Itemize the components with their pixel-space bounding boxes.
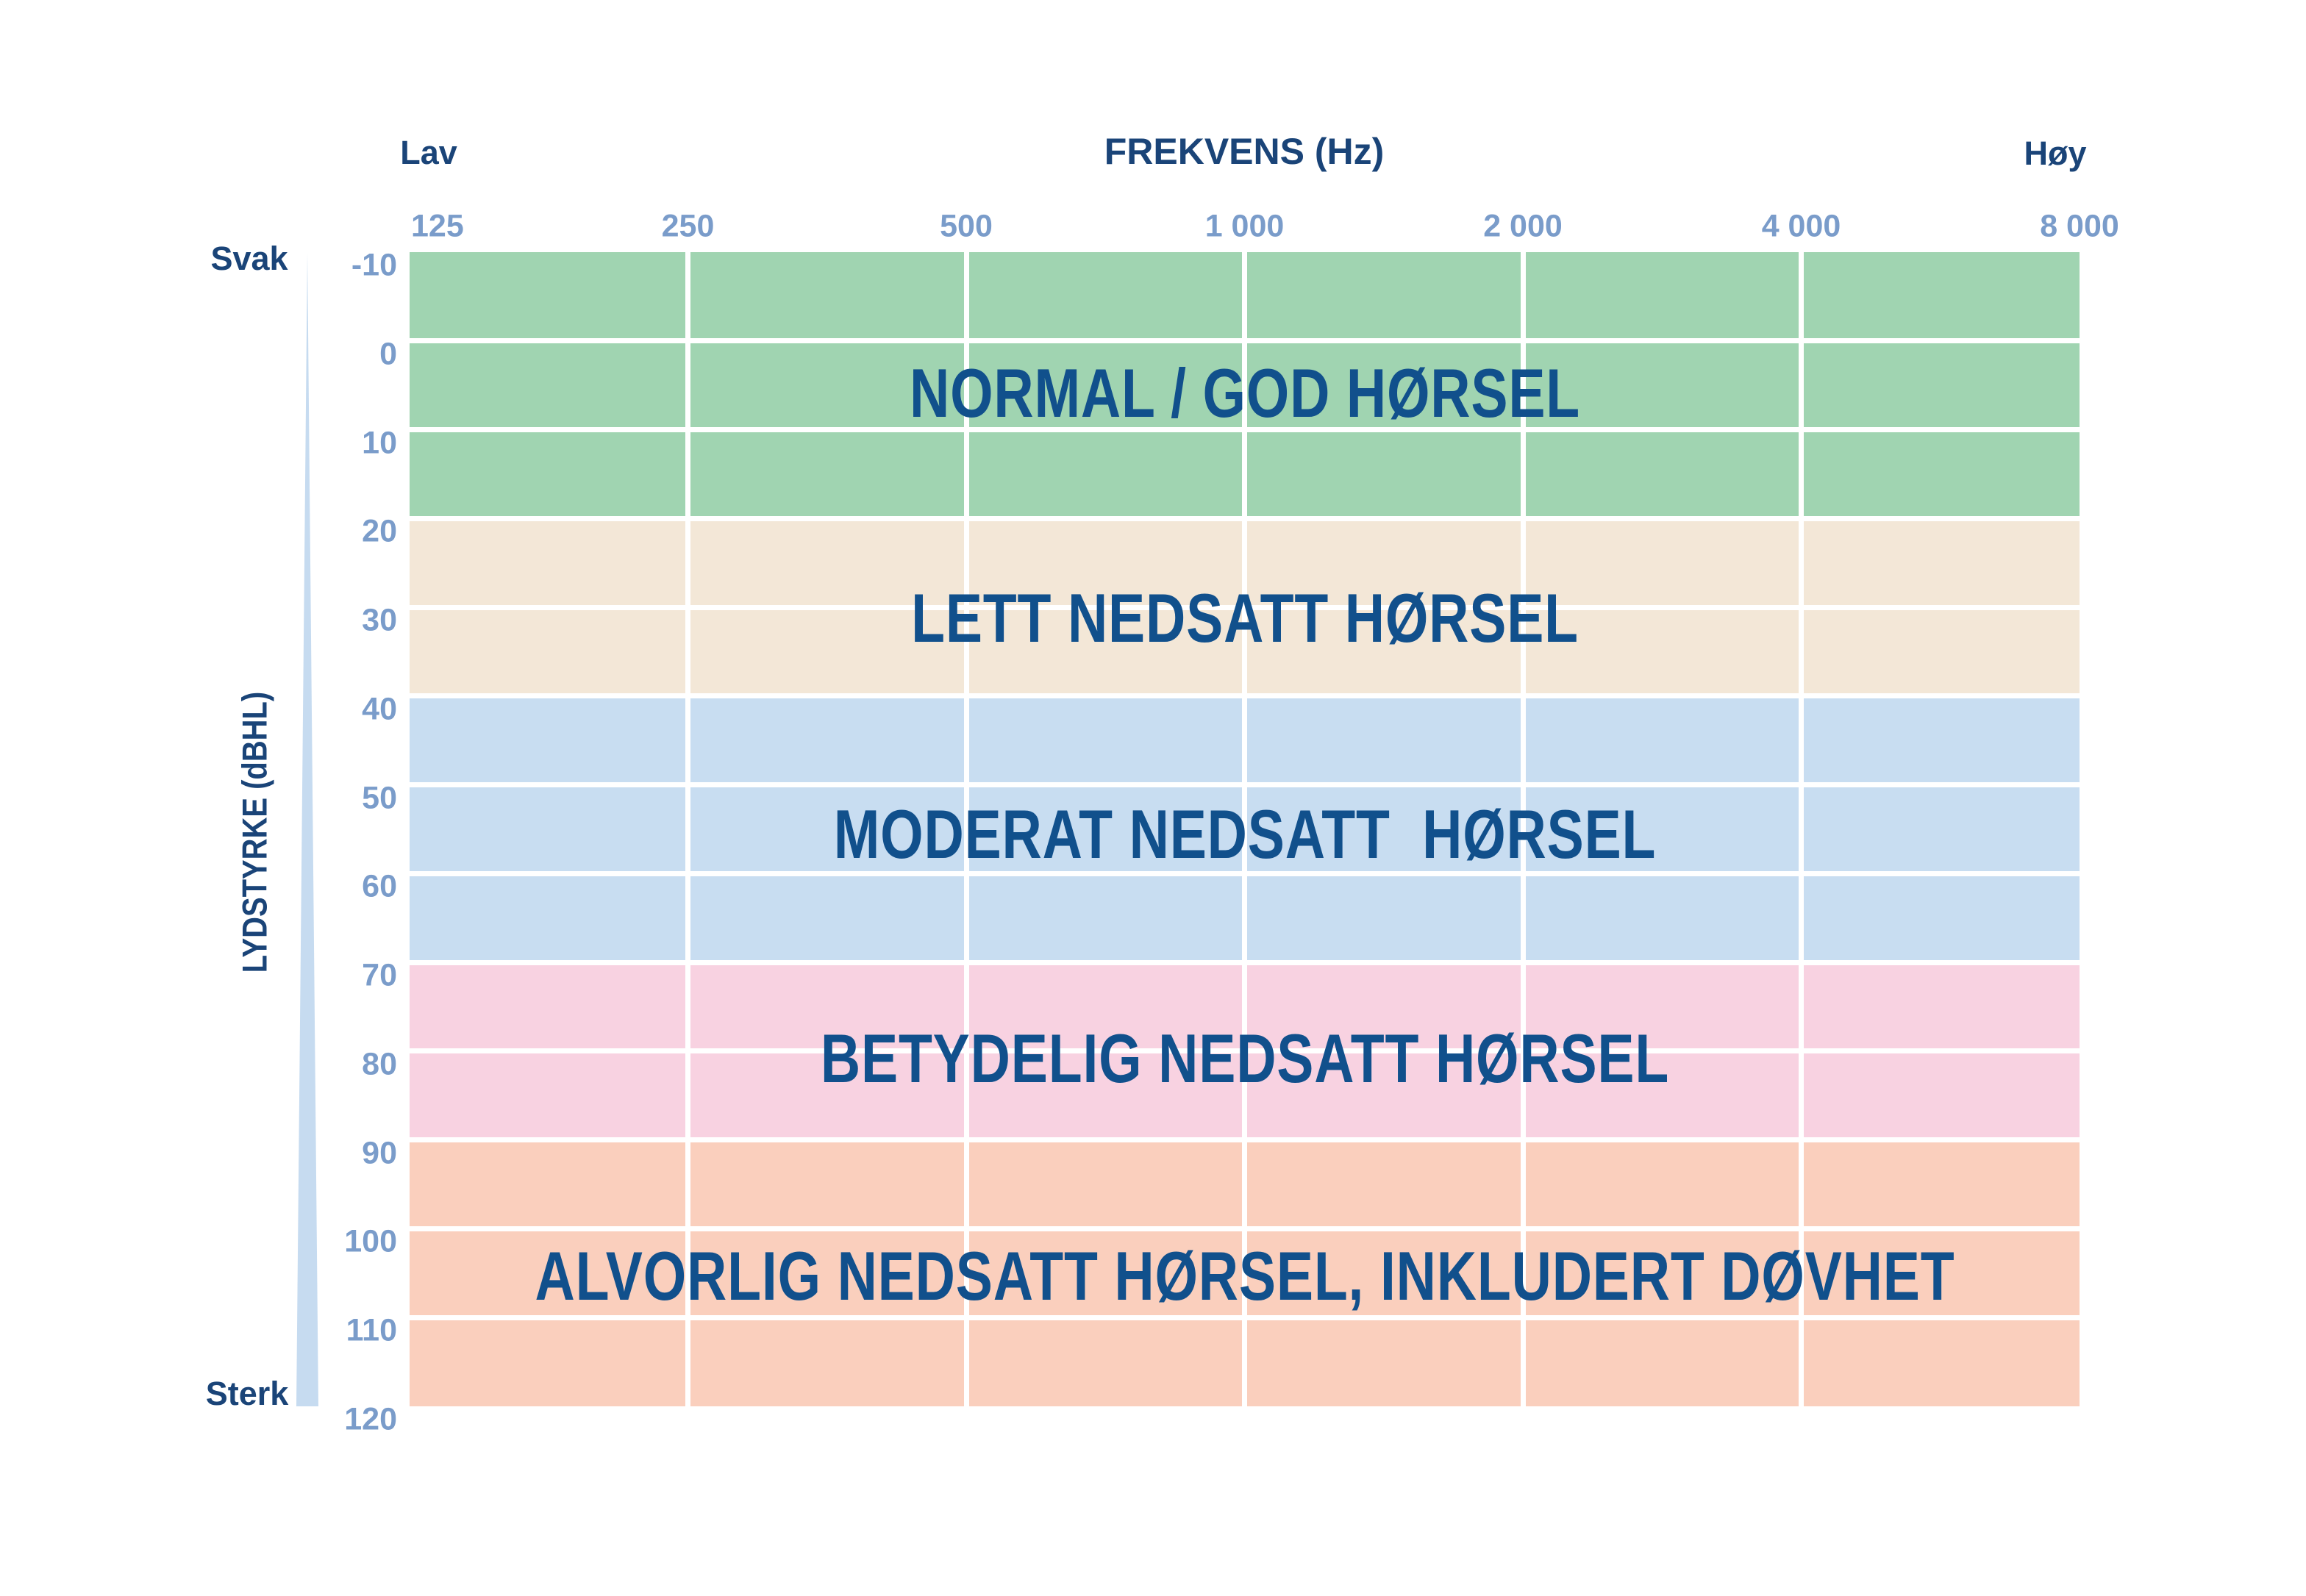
y-tick-0: 0 bbox=[379, 336, 397, 372]
severity-band-label-1: NORMAL / GOD HØRSEL bbox=[909, 354, 1580, 432]
y-tick-70: 70 bbox=[362, 957, 397, 993]
grid-hline bbox=[410, 1048, 2080, 1054]
y-tick-100: 100 bbox=[344, 1223, 397, 1259]
y-axis-title: LYDSTYRKE (dBHL) bbox=[235, 691, 274, 973]
x-tick-1000: 1 000 bbox=[1204, 208, 1285, 244]
grid-hline bbox=[410, 693, 2080, 699]
grid-hline bbox=[410, 604, 2080, 610]
severity-band-label-2: LETT NEDSATT HØRSEL bbox=[910, 579, 1579, 656]
x-tick-125: 125 bbox=[411, 208, 464, 244]
grid-vline bbox=[1242, 252, 1247, 1406]
y-tick-40: 40 bbox=[362, 691, 397, 727]
x-axis-title: FREKVENS (Hz) bbox=[1104, 131, 1385, 172]
severity-band-label-4: BETYDELIG NEDSATT HØRSEL bbox=[820, 1020, 1669, 1097]
grid-hline bbox=[410, 1137, 2080, 1143]
grid-vline bbox=[1799, 252, 1804, 1406]
x-axis-low-label: Lav bbox=[400, 134, 457, 171]
x-tick-250: 250 bbox=[661, 208, 715, 244]
y-tick-120: 120 bbox=[344, 1401, 397, 1437]
grid-hline bbox=[410, 782, 2080, 788]
grid-hline bbox=[410, 427, 2080, 433]
grid-hline bbox=[410, 959, 2080, 965]
y-tick-30: 30 bbox=[362, 602, 397, 638]
y-tick--10: -10 bbox=[351, 247, 397, 283]
x-tick-500: 500 bbox=[940, 208, 993, 244]
grid-vline bbox=[1520, 252, 1526, 1406]
severity-band-label-3: MODERAT NEDSATT HØRSEL bbox=[833, 795, 1656, 873]
y-tick-90: 90 bbox=[362, 1135, 397, 1171]
y-tick-10: 10 bbox=[362, 425, 397, 461]
grid-hline bbox=[410, 338, 2080, 344]
x-tick-2000: 2 000 bbox=[1483, 208, 1563, 244]
y-axis-loud-label: Sterk bbox=[205, 1375, 289, 1412]
y-tick-110: 110 bbox=[346, 1312, 397, 1348]
grid-hline bbox=[410, 1314, 2080, 1320]
y-axis-soft-label: Svak bbox=[210, 240, 288, 277]
loudness-wedge-icon bbox=[296, 252, 318, 1406]
y-tick-80: 80 bbox=[362, 1046, 397, 1082]
x-tick-4000: 4 000 bbox=[1761, 208, 1841, 244]
grid-vline bbox=[963, 252, 969, 1406]
grid-hline bbox=[410, 515, 2080, 521]
grid-hline bbox=[410, 1225, 2080, 1231]
severity-band-label-5: ALVORLIG NEDSATT HØRSEL, INKLUDERT DØVHE… bbox=[535, 1237, 1955, 1314]
grid-vline bbox=[685, 252, 690, 1406]
x-axis-high-label: Høy bbox=[2024, 135, 2087, 172]
y-tick-50: 50 bbox=[362, 780, 397, 816]
x-tick-8000: 8 000 bbox=[2040, 208, 2119, 244]
y-tick-60: 60 bbox=[362, 868, 397, 904]
grid-hline bbox=[410, 870, 2080, 876]
y-tick-20: 20 bbox=[362, 513, 397, 549]
